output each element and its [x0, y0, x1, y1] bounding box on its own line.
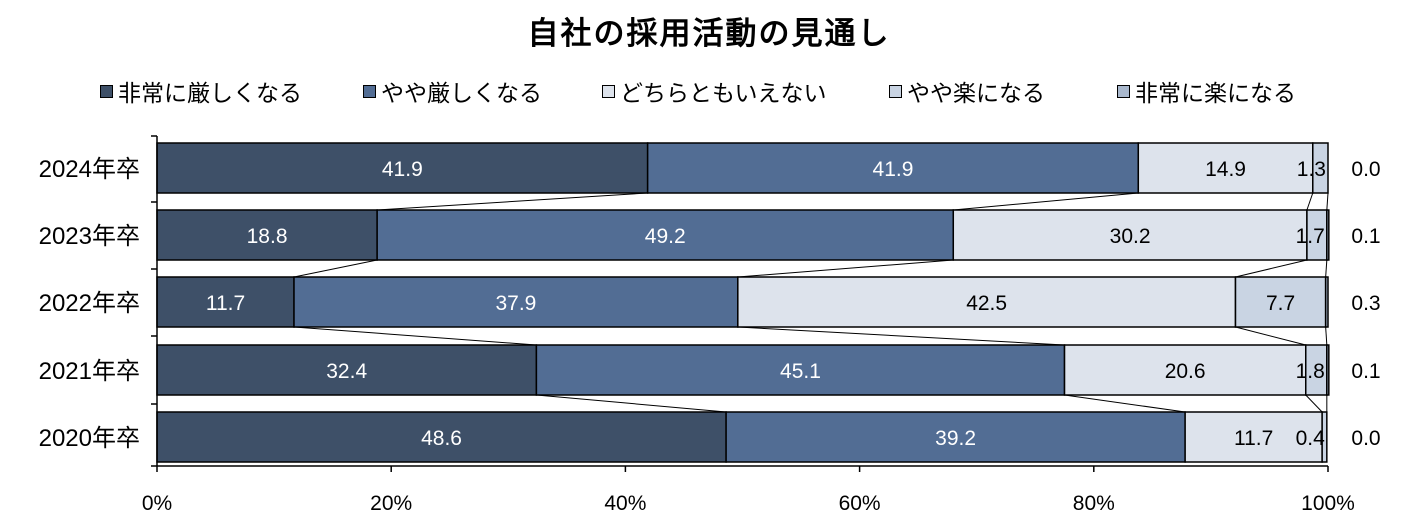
data-label-0-3: 1.3 [1297, 158, 1326, 181]
bar-0-3 [1312, 142, 1329, 194]
data-label-4-1: 39.2 [935, 427, 976, 450]
data-label-0-2: 14.9 [1205, 158, 1246, 181]
series-line-0-2 [953, 192, 1139, 211]
legend-label-1: やや厳しくなる [381, 81, 542, 107]
series-line-3-3 [1305, 394, 1323, 413]
series-line-2-1 [293, 326, 537, 346]
x-tick-label-1: 20% [370, 492, 412, 515]
bar-3-0 [156, 344, 538, 396]
x-tick-label-0: 0% [142, 492, 172, 515]
legend-item-0: 非常に厳しくなる [100, 74, 302, 108]
series-line-1-3 [1235, 259, 1308, 278]
bar-2-2 [737, 276, 1237, 328]
data-label-4-3: 0.4 [1296, 427, 1326, 450]
bar-4-2 [1184, 411, 1323, 463]
legend-item-2: どちらともいえない [602, 74, 827, 108]
series-line-2-3 [1235, 326, 1306, 346]
legend-swatch-3 [889, 84, 902, 98]
bar-3-4 [1326, 344, 1330, 396]
category-label-0: 2024年卒 [39, 156, 140, 183]
data-label-3-3: 1.8 [1296, 360, 1325, 383]
data-label-2-0: 11.7 [206, 292, 245, 315]
bar-2-3 [1234, 276, 1327, 328]
data-label-1-3: 1.7 [1296, 225, 1325, 248]
legend-label-2: どちらともいえない [620, 81, 827, 107]
data-label-2-3: 7.7 [1266, 292, 1295, 315]
bar-1-1 [376, 209, 955, 261]
legend-swatch-2 [602, 84, 615, 98]
data-label-2-4: 0.3 [1351, 292, 1380, 315]
data-label-0-0: 41.9 [382, 158, 423, 181]
bar-0-2 [1137, 142, 1314, 194]
legend-item-1: やや厳しくなる [363, 74, 542, 108]
data-label-0-4: 0.0 [1351, 158, 1380, 181]
series-line-0-1 [377, 192, 648, 211]
legend-swatch-1 [363, 84, 376, 98]
data-label-4-0: 48.6 [421, 427, 462, 450]
series-line-2-4 [1325, 326, 1328, 346]
data-label-1-2: 30.2 [1110, 225, 1151, 248]
data-label-4-4: 0.0 [1351, 427, 1380, 450]
category-label-3: 2021年卒 [39, 358, 140, 385]
data-label-1-4: 0.1 [1351, 225, 1380, 248]
x-tick-label-5: 100% [1301, 492, 1355, 515]
legend-label-4: 非常に楽になる [1135, 81, 1296, 107]
legend-label-3: やや楽になる [907, 81, 1045, 107]
series-line-1-2 [737, 259, 954, 278]
bar-1-2 [952, 209, 1308, 261]
legend-swatch-4 [1117, 84, 1130, 98]
series-line-2-2 [737, 326, 1065, 346]
series-line-0-4 [1326, 192, 1329, 211]
bar-4-3 [1321, 411, 1328, 463]
bar-1-0 [156, 209, 378, 261]
legend-swatch-0 [100, 84, 113, 98]
legend-item-3: やや楽になる [889, 74, 1045, 108]
series-line-0-3 [1306, 192, 1314, 211]
series-line-1-4 [1325, 259, 1328, 278]
bar-4-1 [725, 411, 1186, 463]
bar-2-4 [1324, 276, 1329, 328]
data-label-1-1: 49.2 [645, 225, 686, 248]
bar-2-1 [293, 276, 739, 328]
legend-label-0: 非常に厳しくなる [118, 81, 302, 107]
x-tick-label-4: 80% [1073, 492, 1115, 515]
data-label-3-1: 45.1 [780, 360, 821, 383]
data-label-3-0: 32.4 [326, 360, 367, 383]
chart-title: 自社の採用活動の見通し [527, 16, 891, 52]
data-label-0-1: 41.9 [873, 158, 914, 181]
series-line-3-2 [1064, 394, 1186, 413]
x-tick-label-2: 40% [604, 492, 646, 515]
legend: 非常に厳しくなる やや厳しくなる どちらともいえない やや楽になる 非常に楽にな… [0, 74, 1418, 108]
bar-1-4 [1326, 209, 1330, 261]
bar-3-2 [1063, 344, 1307, 396]
category-label-1: 2023年卒 [39, 223, 140, 250]
bar-4-0 [156, 411, 727, 463]
data-label-3-2: 20.6 [1165, 360, 1206, 383]
data-label-1-0: 18.8 [247, 225, 288, 248]
series-line-1-1 [293, 259, 378, 278]
data-label-2-2: 42.5 [966, 292, 1007, 315]
data-label-4-2: 11.7 [1234, 427, 1273, 450]
category-label-4: 2020年卒 [39, 425, 140, 452]
legend-item-4: 非常に楽になる [1117, 74, 1296, 108]
series-line-3-1 [536, 394, 727, 413]
data-label-2-1: 37.9 [495, 292, 536, 315]
x-tick-label-3: 60% [839, 492, 881, 515]
category-label-2: 2022年卒 [39, 290, 140, 317]
bar-3-1 [535, 344, 1066, 396]
data-label-3-4: 0.1 [1351, 360, 1380, 383]
